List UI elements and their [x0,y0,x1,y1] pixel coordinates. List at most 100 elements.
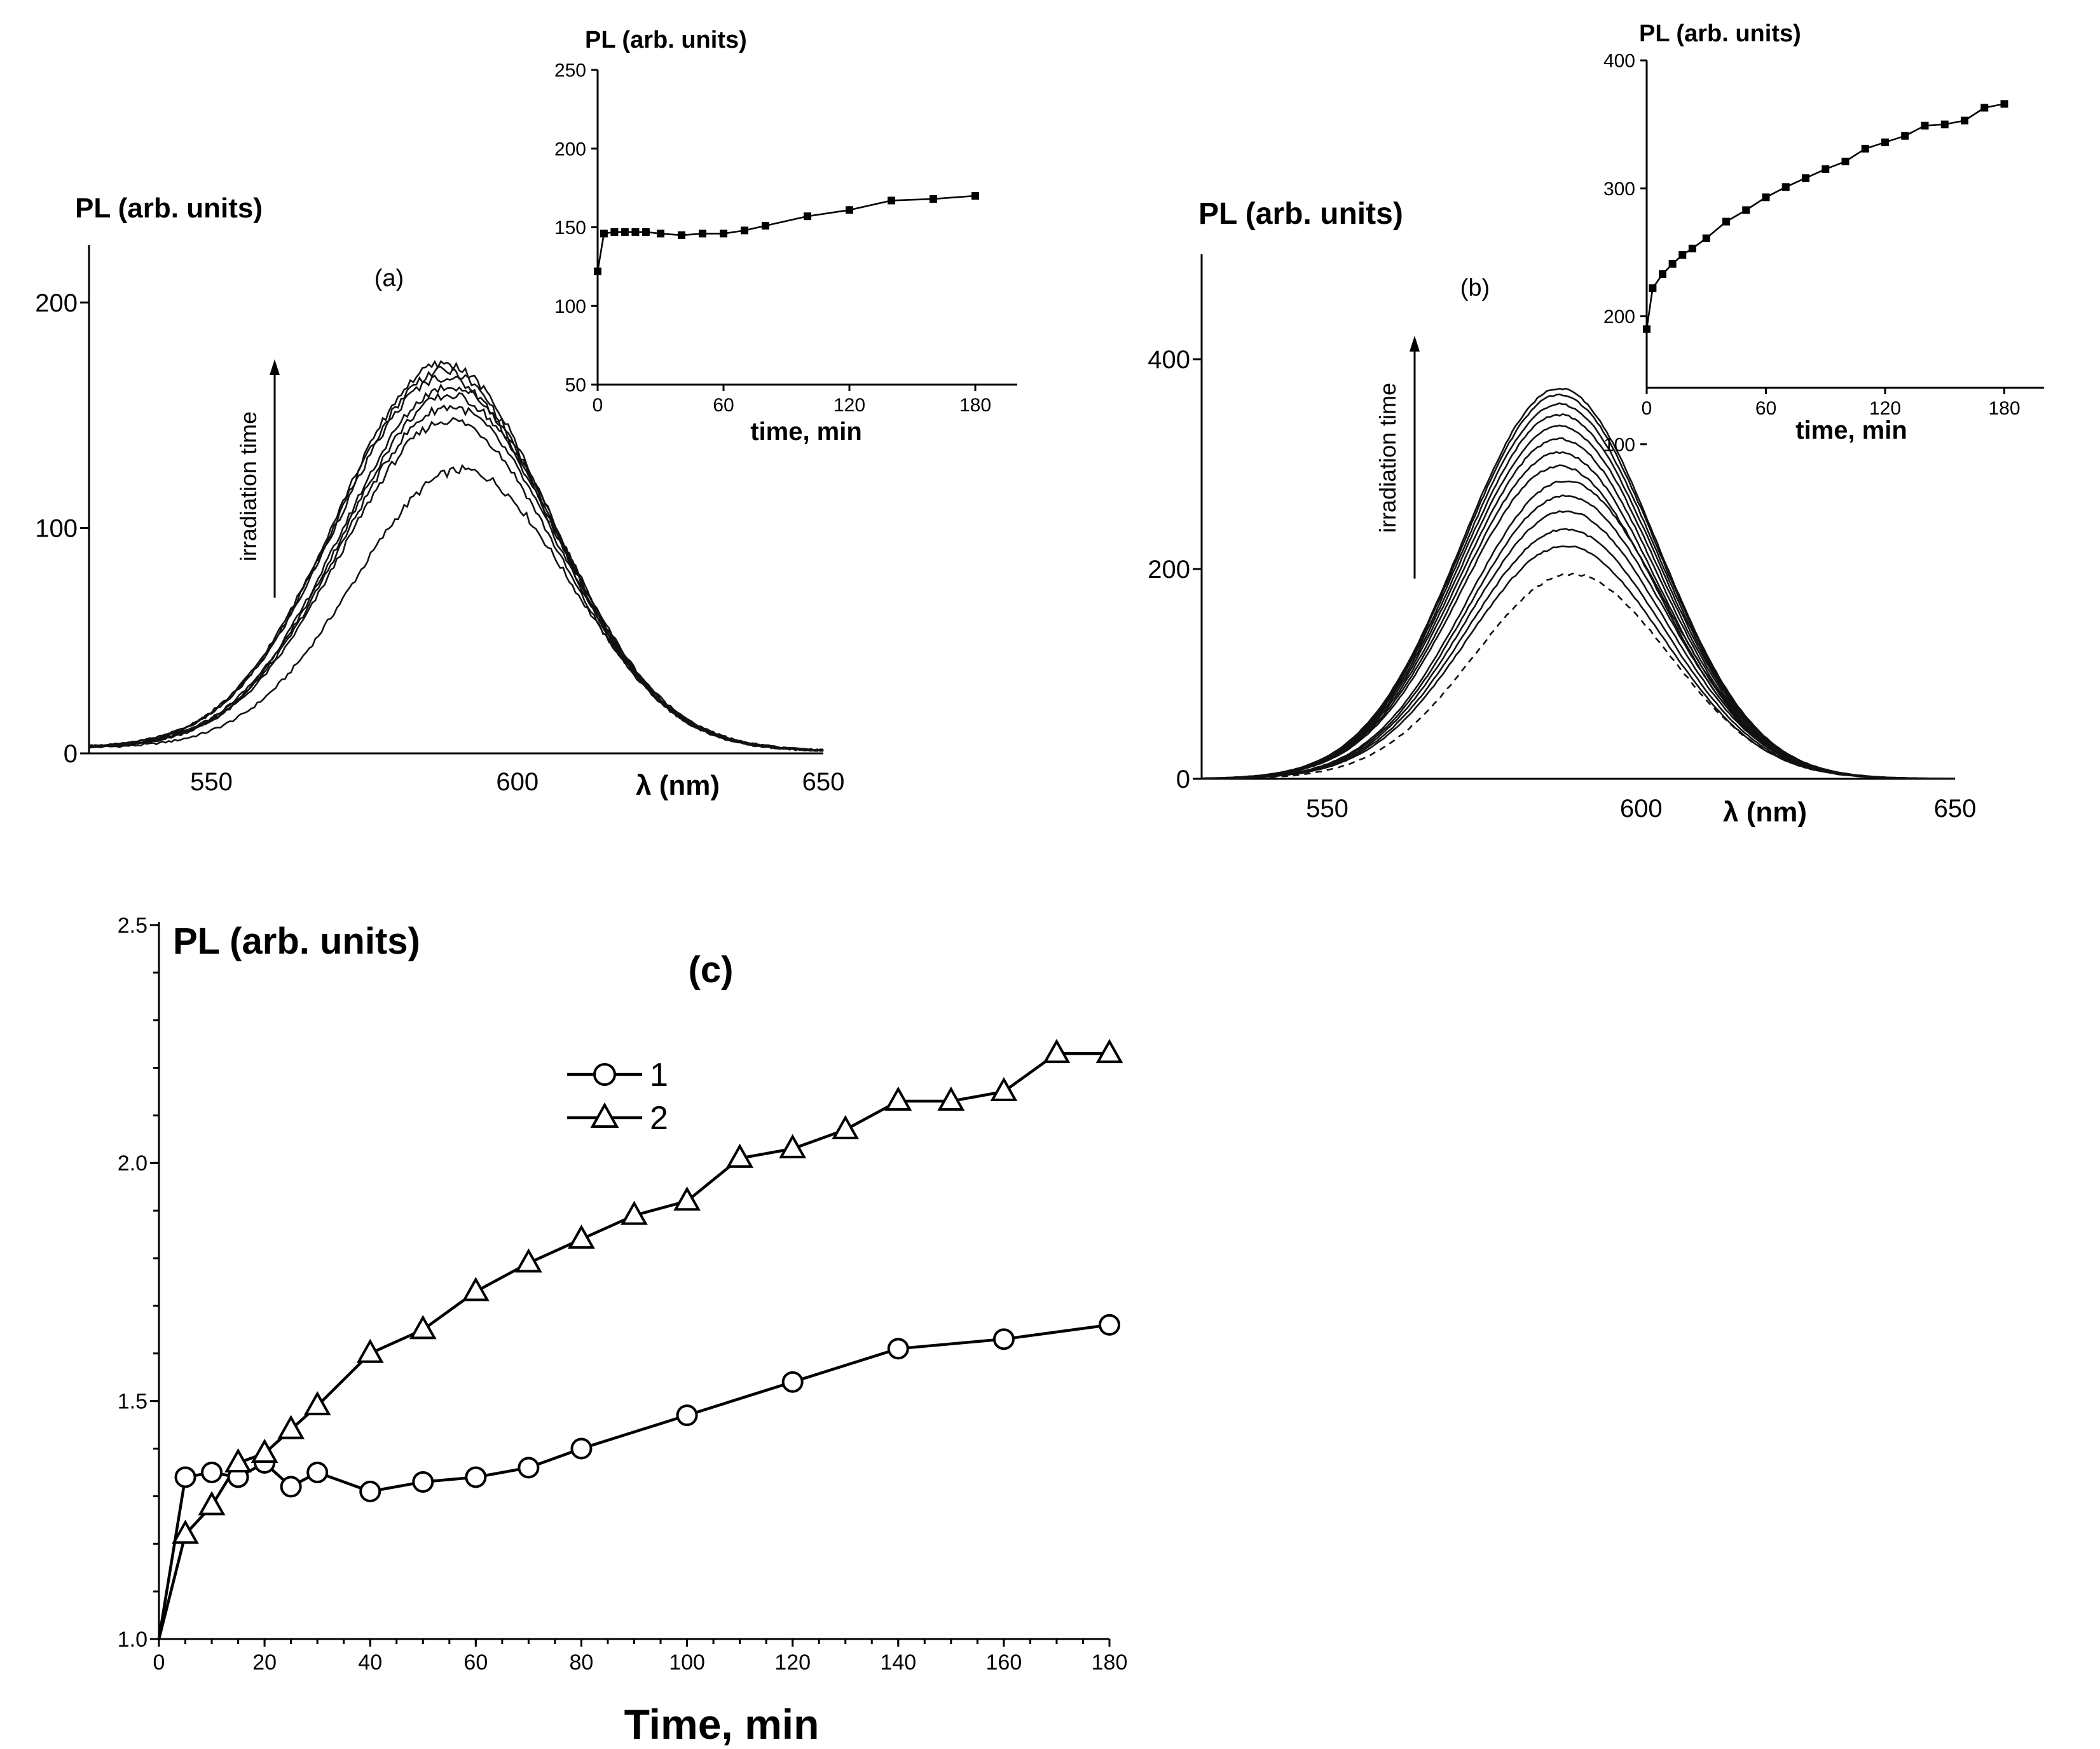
panel-b-inset-point [1668,259,1677,268]
panel-b-inset-point [1781,183,1790,191]
panel-b-ytick-label: 400 [1148,346,1190,374]
panel-b-arrow-head [1410,336,1420,352]
panel-b-spectrum-curve-11 [1201,402,1956,780]
panel-a-spectrum-curve-5 [88,383,824,751]
panel-c-series-2-line [157,1052,1109,1640]
panel-a-spectrum-curve-3 [88,404,824,752]
panel-a-inset-point [657,230,664,238]
panel-a-spectra [88,360,824,752]
panel-a-xtick-label: 650 [802,768,845,796]
panel-b-inset-point [1921,121,1929,130]
panel-c-series-1-point [465,1466,487,1488]
panel-c-series-2-point [726,1143,754,1168]
panel-b-inset-xtick-label: 0 [1642,398,1652,419]
panel-b-inset-ytick-label: 300 [1603,179,1635,200]
panel-a-x-ticks: 550 600 650 [190,768,845,796]
panel-b-inset-xtick-label: 180 [1988,398,2020,419]
panel-b-x-ticks: 550 600 650 [1306,795,1977,823]
panel-b-spectrum-curve-8 [1201,437,1956,780]
panel-a-inset-xtick-label: 60 [713,395,734,416]
panel-a-inset-point [600,230,608,238]
panel-c-xtick-label: 40 [358,1650,382,1675]
panel-b-xtick-label: 550 [1306,795,1349,823]
panel-a-spectrum-curve-6 [88,374,824,752]
panel-c-series-1-point [1099,1313,1120,1336]
panel-b-spectrum-curve-5 [1201,480,1956,780]
panel-b-y-ticks: 0 200 400 [1148,346,1202,793]
panel-c-series-2-point [250,1438,278,1464]
panel-a-inset-point [846,206,853,214]
panel-b-inset-point [1980,104,1989,112]
panel-a-inset-y-ticks: 50 100 150 200 250 [554,60,598,396]
panel-c-xtick-label: 60 [463,1650,488,1675]
panel-a-ytick-label: 0 [64,740,78,768]
panel-b-ytick-label: 200 [1148,556,1190,584]
panel-b-inset-point [1702,234,1710,242]
panel-c-series-1-point [781,1371,804,1393]
panel-a-inset-point [621,228,629,236]
panel-a-spectrum-curve-2 [88,416,824,752]
panel-a-spectrum-curve-7 [88,366,824,752]
panel-c-series-2-point [568,1224,595,1249]
panel-c-xtick-label: 20 [252,1650,277,1675]
panel-b-inset-point [1802,174,1809,182]
panel-b-inset-point [1901,132,1909,140]
panel-c-x-ticks: 0 20 40 60 80 100 120 140 160 180 [153,1639,1127,1675]
panel-a-inset-point [888,196,895,205]
panel-a-inset-x-ticks: 0 60 120 180 [593,385,991,416]
panel-b-ylabel: PL (arb. units) [1198,197,1403,231]
panel-c-ytick-label: 1.0 [118,1628,148,1652]
panel-c-series-1-point [412,1471,434,1493]
panel-c-series-1-point [518,1457,540,1479]
panel-a-inset-point [678,231,685,239]
panel-b-inset-point [1678,250,1687,259]
panel-a-annotation: irradiation time [235,411,261,561]
panel-b-xtick-label: 650 [1934,795,1977,823]
panel-b-inset-point [1822,165,1830,174]
panel-a-inset-xtick-label: 120 [834,395,865,416]
panel-c-ytick-label: 1.5 [118,1390,148,1414]
panel-c-series-1-point [570,1437,593,1460]
panel-c-series-1-point [676,1404,698,1427]
panel-c-series-1-point [306,1461,329,1483]
panel-c-xtick-label: 120 [774,1650,811,1675]
panel-b-annotation: irradiation time [1375,383,1401,533]
panel-b-spectrum-curve-4 [1201,494,1955,780]
panel-a-inset-ytick-label: 250 [554,60,586,81]
panel-c-series-1-line [157,1323,1110,1640]
panel-b-inset-line [1645,103,2005,329]
panel-c-series-2-point [937,1086,965,1111]
panel-c-xtick-label: 140 [880,1650,916,1675]
panel-b-inset-ylabel: PL (arb. units) [1639,20,1801,47]
panel-c-series-1-point [992,1328,1015,1350]
panel-c-series-2-point [409,1315,437,1340]
panel-b-inset-xlabel: time, min [1795,416,1907,444]
panel-c-y-ticks: 1.0 1.5 2.0 2.5 [118,914,159,1652]
panel-a-inset-point [642,228,650,236]
panel-c-series-2-point [224,1448,252,1472]
panel-a-ytick-label: 200 [35,289,78,317]
panel-c-series-2-point [621,1200,648,1225]
legend-label-1: 1 [650,1057,668,1094]
legend-label-2: 2 [650,1100,668,1137]
panel-b-inset-ytick-label: 200 [1603,306,1635,327]
panel-b-inset-point [1961,116,1968,125]
panel-c-series-2-point [172,1519,199,1544]
panel-c-series-2-point [1043,1039,1071,1064]
panel-c-series-2-point [990,1076,1018,1102]
panel-a-inset-ylabel: PL (arb. units) [585,27,747,53]
panel-a-inset-ytick-label: 50 [565,375,586,396]
panel-b-inset-point [1659,270,1666,278]
panel-b-inset-point [1742,206,1750,214]
panel-b-inset-point [1762,193,1770,202]
panel-a-inset-point [699,230,706,238]
panel-a-inset-point [930,195,937,203]
panel-c-series-2-point [356,1338,384,1363]
panel-b-inset-ytick-label: 100 [1603,434,1635,455]
panel-b-xlabel: λ (nm) [1723,797,1807,828]
panel-b-inset-point [1861,144,1869,153]
panel-a-inset-ytick-label: 100 [554,296,586,317]
panel-c-series-2-point [462,1277,490,1301]
